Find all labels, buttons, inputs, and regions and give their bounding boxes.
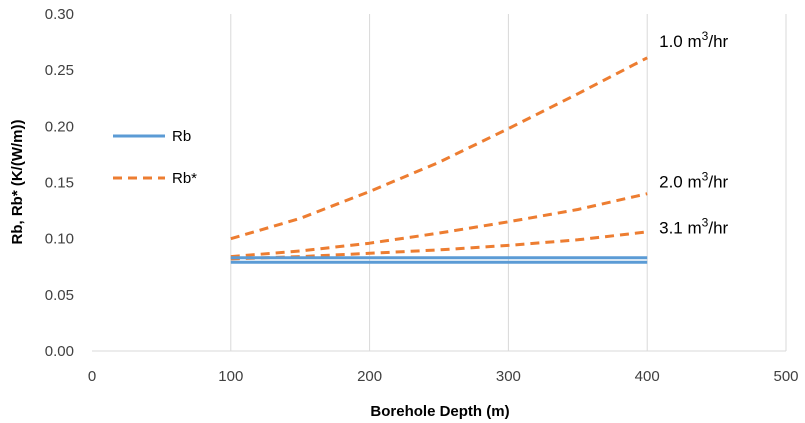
x-tick-label: 400 xyxy=(635,368,660,385)
y-tick-label: 0.00 xyxy=(45,343,74,360)
x-tick-label: 500 xyxy=(773,368,798,385)
x-tick-label: 0 xyxy=(88,368,96,385)
legend: Rb Rb* xyxy=(113,128,197,187)
legend-label-rb: Rb xyxy=(172,128,191,145)
x-tick-label: 100 xyxy=(218,368,243,385)
rb-star-line-1 xyxy=(230,192,648,259)
gridlines xyxy=(92,14,787,352)
legend-label-rb-star: Rb* xyxy=(172,170,197,187)
y-tick-label: 0.10 xyxy=(45,231,74,248)
flow-rate-annotation-0: 1.0 m3/hr xyxy=(659,29,728,51)
rb-star-line-0 xyxy=(230,56,648,241)
y-tick-label: 0.25 xyxy=(45,62,74,79)
x-tick-label: 200 xyxy=(357,368,382,385)
x-tick-label: 300 xyxy=(496,368,521,385)
tick-labels: 0 100 200 300 400 500 0.00 0.05 0.10 0.15 0.20 0.25… xyxy=(45,6,799,385)
flow-rate-annotation-1: 2.0 m3/hr xyxy=(659,170,728,192)
y-tick-label: 0.05 xyxy=(45,287,74,304)
rb-star-line-2 xyxy=(230,230,648,261)
y-tick-label: 0.20 xyxy=(45,118,74,135)
series-lines xyxy=(230,56,648,264)
y-tick-label: 0.15 xyxy=(45,175,74,192)
annotations: 1.0 m3/hr 2.0 m3/hr 3.1 m3/hr xyxy=(659,29,728,237)
y-tick-label: 0.30 xyxy=(45,6,74,23)
x-axis-title: Borehole Depth (m) xyxy=(370,403,509,420)
flow-rate-annotation-2: 3.1 m3/hr xyxy=(659,216,728,238)
y-axis-title: Rb, Rb* (K/(W/m)) xyxy=(9,120,26,245)
